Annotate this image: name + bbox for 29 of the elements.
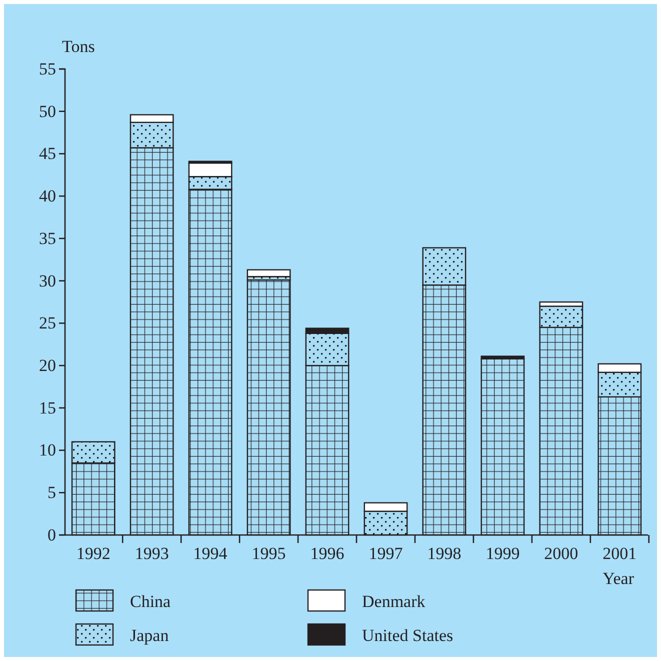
x-tick-label: 1994 (193, 544, 228, 563)
legend-label: United States (362, 626, 454, 645)
y-tick-label: 20 (39, 356, 56, 375)
y-tick-label: 30 (39, 271, 56, 290)
y-tick-label: 25 (39, 314, 56, 333)
y-axis-title: Tons (62, 37, 95, 56)
y-tick-label: 15 (39, 398, 56, 418)
x-tick-label: 2001 (602, 544, 637, 563)
x-axis-title: Year (602, 569, 634, 588)
y-tick-label: 10 (39, 440, 56, 460)
x-tick-label: 1997 (368, 544, 404, 563)
x-tick-label: 1999 (486, 544, 520, 563)
y-tick-label: 5 (48, 483, 56, 502)
bar (246, 269, 291, 278)
x-tick-label: 2000 (544, 544, 578, 563)
y-tick-label: 50 (39, 102, 56, 121)
legend-label: China (130, 592, 172, 611)
y-tick-label: 45 (39, 144, 56, 164)
legend-label: Japan (130, 626, 170, 645)
x-tick-label: 1993 (134, 544, 169, 563)
x-tick-label: 1996 (310, 544, 344, 563)
y-tick-label: 35 (39, 228, 56, 248)
y-tick-label: 55 (39, 59, 56, 78)
legend-label: Denmark (362, 592, 426, 611)
x-tick-label: 1998 (427, 544, 462, 563)
y-tick-label: 40 (39, 186, 56, 206)
y-tick-label: 0 (48, 525, 56, 544)
x-tick-label: 1992 (76, 544, 110, 563)
x-tick-label: 1995 (252, 544, 286, 563)
